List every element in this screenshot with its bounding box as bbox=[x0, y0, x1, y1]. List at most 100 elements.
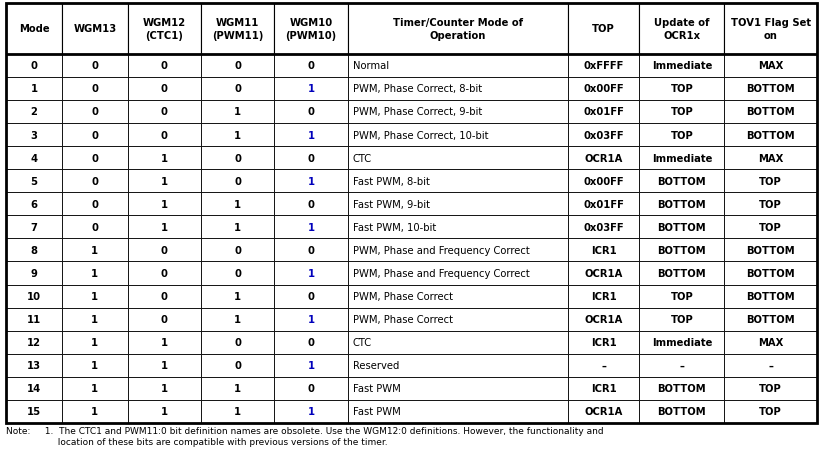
Text: location of these bits are compatible with previous versions of the timer.: location of these bits are compatible wi… bbox=[6, 437, 388, 446]
Bar bbox=[201, 101, 274, 124]
Bar bbox=[128, 354, 201, 377]
Text: BOTTOM: BOTTOM bbox=[658, 222, 706, 232]
Text: TOP: TOP bbox=[593, 24, 615, 34]
Text: 0: 0 bbox=[308, 61, 314, 71]
Text: 9: 9 bbox=[30, 269, 37, 279]
Text: TOV1 Flag Set
on: TOV1 Flag Set on bbox=[731, 18, 811, 40]
Bar bbox=[274, 4, 348, 55]
Bar bbox=[568, 331, 639, 354]
Bar bbox=[274, 55, 348, 78]
Bar bbox=[62, 308, 128, 331]
Bar bbox=[724, 170, 817, 193]
Text: 1: 1 bbox=[91, 314, 99, 325]
Bar bbox=[201, 400, 274, 423]
Text: BOTTOM: BOTTOM bbox=[658, 246, 706, 255]
Bar bbox=[348, 4, 568, 55]
Bar bbox=[639, 4, 724, 55]
Bar bbox=[724, 78, 817, 101]
Bar bbox=[724, 331, 817, 354]
Bar bbox=[724, 262, 817, 285]
Bar bbox=[62, 331, 128, 354]
Bar bbox=[348, 262, 568, 285]
Bar bbox=[201, 285, 274, 308]
Text: TOP: TOP bbox=[760, 384, 782, 393]
Text: TOP: TOP bbox=[760, 176, 782, 186]
Bar bbox=[274, 262, 348, 285]
Text: 0: 0 bbox=[161, 269, 168, 279]
Text: PWM, Phase Correct, 9-bit: PWM, Phase Correct, 9-bit bbox=[353, 107, 482, 117]
Bar bbox=[568, 285, 639, 308]
Bar bbox=[6, 216, 62, 239]
Bar bbox=[62, 285, 128, 308]
Bar bbox=[201, 354, 274, 377]
Text: 1: 1 bbox=[235, 130, 241, 140]
Text: 1: 1 bbox=[308, 84, 314, 94]
Text: TOP: TOP bbox=[760, 222, 782, 232]
Text: 1: 1 bbox=[91, 384, 99, 393]
Text: 1: 1 bbox=[235, 199, 241, 209]
Bar bbox=[274, 101, 348, 124]
Text: 0: 0 bbox=[161, 291, 168, 302]
Text: 12: 12 bbox=[27, 337, 41, 347]
Text: 6: 6 bbox=[30, 199, 38, 209]
Bar bbox=[201, 377, 274, 400]
Bar bbox=[274, 308, 348, 331]
Text: TOP: TOP bbox=[760, 199, 782, 209]
Bar bbox=[201, 124, 274, 147]
Text: Fast PWM, 8-bit: Fast PWM, 8-bit bbox=[353, 176, 430, 186]
Bar bbox=[62, 400, 128, 423]
Bar bbox=[348, 216, 568, 239]
Text: 2: 2 bbox=[30, 107, 37, 117]
Bar bbox=[128, 147, 201, 170]
Bar bbox=[348, 308, 568, 331]
Bar bbox=[6, 78, 62, 101]
Text: MAX: MAX bbox=[758, 61, 783, 71]
Bar bbox=[348, 331, 568, 354]
Bar bbox=[201, 239, 274, 262]
Text: 0xFFFF: 0xFFFF bbox=[584, 61, 624, 71]
Bar bbox=[639, 216, 724, 239]
Text: CTC: CTC bbox=[353, 153, 372, 163]
Bar bbox=[724, 285, 817, 308]
Text: 0: 0 bbox=[235, 61, 241, 71]
Text: PWM, Phase and Frequency Correct: PWM, Phase and Frequency Correct bbox=[353, 269, 529, 279]
Text: 0: 0 bbox=[235, 337, 241, 347]
Bar bbox=[724, 377, 817, 400]
Bar bbox=[6, 400, 62, 423]
Text: 10: 10 bbox=[27, 291, 41, 302]
Text: 0: 0 bbox=[235, 246, 241, 255]
Text: 1: 1 bbox=[30, 84, 38, 94]
Bar bbox=[128, 4, 201, 55]
Bar bbox=[568, 78, 639, 101]
Bar bbox=[348, 55, 568, 78]
Text: –: – bbox=[768, 360, 773, 370]
Bar bbox=[62, 262, 128, 285]
Text: 13: 13 bbox=[27, 360, 41, 370]
Bar bbox=[62, 55, 128, 78]
Bar bbox=[62, 101, 128, 124]
Bar bbox=[568, 354, 639, 377]
Bar bbox=[274, 400, 348, 423]
Bar bbox=[568, 308, 639, 331]
Text: Mode: Mode bbox=[19, 24, 49, 34]
Text: ICR1: ICR1 bbox=[591, 246, 616, 255]
Text: BOTTOM: BOTTOM bbox=[746, 269, 795, 279]
Text: 1: 1 bbox=[308, 130, 314, 140]
Bar bbox=[62, 239, 128, 262]
Bar bbox=[274, 239, 348, 262]
Text: 0: 0 bbox=[91, 176, 98, 186]
Bar bbox=[128, 262, 201, 285]
Bar bbox=[128, 216, 201, 239]
Text: 0x03FF: 0x03FF bbox=[584, 222, 624, 232]
Text: BOTTOM: BOTTOM bbox=[658, 269, 706, 279]
Text: 1: 1 bbox=[308, 407, 314, 417]
Text: 1: 1 bbox=[160, 407, 168, 417]
Bar bbox=[348, 239, 568, 262]
Text: Note:     1.  The CTC1 and PWM11:0 bit definition names are obsolete. Use the WG: Note: 1. The CTC1 and PWM11:0 bit defini… bbox=[6, 426, 603, 435]
Bar bbox=[639, 377, 724, 400]
Text: Normal: Normal bbox=[353, 61, 389, 71]
Bar bbox=[6, 55, 62, 78]
Bar bbox=[639, 262, 724, 285]
Text: 3: 3 bbox=[30, 130, 37, 140]
Text: TOP: TOP bbox=[671, 314, 693, 325]
